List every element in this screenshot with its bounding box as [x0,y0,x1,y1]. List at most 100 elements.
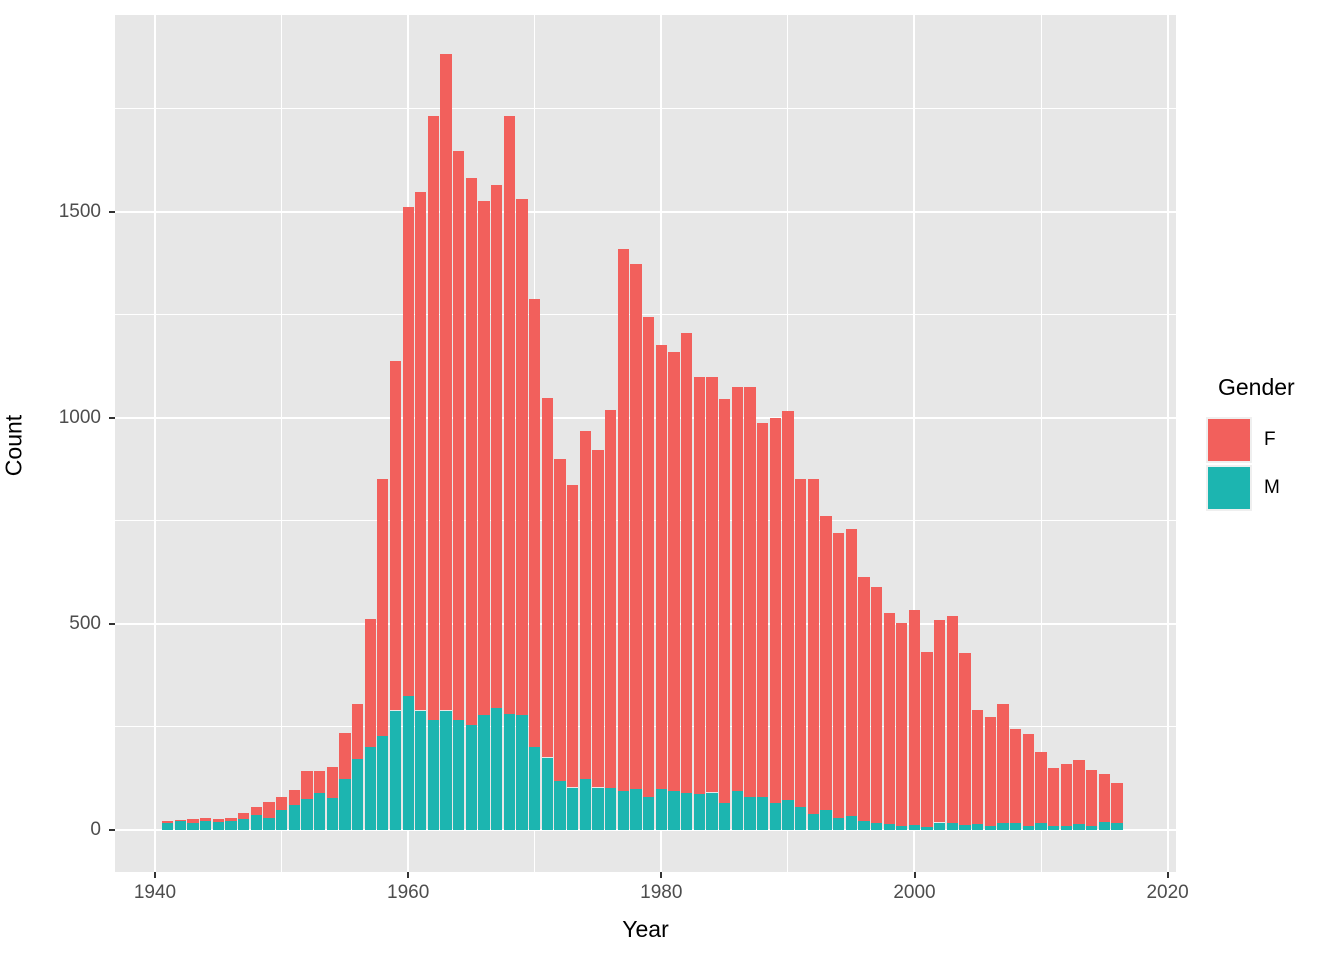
bar-1980-F [655,345,667,790]
bar-1991-M [794,807,807,830]
bar-2006-F [984,716,997,826]
bar-1969-F [516,198,528,716]
bar-1958-F [377,478,389,736]
bar-1952-M [301,799,313,830]
bar-1988-F [756,422,769,798]
bar-1944-F [199,817,212,821]
bar-2002-F [934,619,946,823]
bar-1980-M [655,789,667,830]
bar-2006-M [984,825,997,830]
legend-label-F: F [1264,429,1276,450]
bar-1970-F [529,298,541,747]
bar-1946-M [225,820,237,830]
bar-1973-M [567,787,579,830]
bar-1972-M [554,780,566,830]
bar-2016-M [1111,823,1123,830]
bar-1951-M [288,804,300,830]
bar-1995-F [845,529,857,816]
bar-1965-M [465,724,478,830]
bar-2013-M [1073,823,1085,830]
bar-1944-M [199,820,212,830]
legend-swatch-F [1208,419,1250,461]
bar-1950-F [275,797,288,811]
bar-2007-M [997,823,1009,830]
bar-1974-F [579,431,592,779]
bar-1942-F [174,820,186,821]
bar-1969-M [516,715,528,830]
bar-1989-M [769,802,781,830]
bar-1974-M [579,778,592,830]
gridline-major-x-2000 [913,15,916,872]
bar-1996-F [858,577,870,821]
bar-2004-M [959,825,971,830]
x-tick-label-1960: 1960 [387,882,430,903]
bar-1973-F [567,485,579,788]
bar-1942-M [174,820,186,830]
bar-2003-M [946,823,959,830]
bar-1968-F [503,115,516,714]
x-tick-label-2020: 2020 [1146,882,1189,903]
bar-1979-M [643,796,655,830]
bar-1952-F [301,771,313,800]
bar-1975-F [592,450,604,788]
bar-1998-M [883,824,895,830]
bar-2001-M [921,826,933,830]
x-axis-title: Year [622,916,669,942]
bar-1957-M [364,747,376,830]
x-tick-label-1940: 1940 [133,882,177,903]
bar-1966-M [478,714,490,830]
gridline-minor-y-1250 [115,314,1176,316]
bar-1972-F [554,459,566,781]
bar-1997-M [870,822,883,830]
bar-1949-F [263,801,275,818]
legend-entry-M: M [1206,465,1336,511]
y-tick-1000 [109,417,115,419]
y-tick-label-0: 0 [90,819,101,840]
x-tick-1980 [660,872,663,878]
bar-2001-F [921,652,933,827]
bar-1999-F [896,622,908,826]
legend-title: Gender [1218,374,1295,400]
bar-1981-M [668,790,680,830]
gridline-minor-x-2010 [1040,15,1042,872]
legend-key-F [1206,417,1252,463]
bar-1945-F [212,818,224,823]
bar-1993-M [820,809,832,830]
bar-1977-F [617,249,629,791]
bar-1955-F [339,732,351,780]
bar-1966-F [478,200,490,715]
bar-1964-F [453,151,465,720]
plot-panel [115,15,1176,872]
x-tick-1940 [154,872,156,878]
bar-1999-M [896,825,908,830]
bar-1992-F [807,478,819,814]
bar-1986-F [731,387,743,791]
bar-1982-F [680,333,693,794]
legend-label-M: M [1264,477,1280,498]
bar-1968-M [503,713,516,830]
bar-1941-F [162,820,174,823]
bar-2005-M [972,823,984,830]
bar-1995-M [845,816,857,830]
bar-1971-F [541,398,554,758]
bar-1955-M [339,779,351,830]
bar-1964-M [453,720,465,830]
gridline-major-x-1940 [153,15,156,872]
bar-1947-F [237,812,250,819]
bar-1976-M [605,788,617,830]
bar-1988-M [756,797,769,830]
legend-key-M [1206,465,1252,511]
bar-1982-M [680,793,693,830]
bar-1946-F [225,817,237,821]
bar-1983-M [693,794,705,830]
bar-2011-F [1048,768,1060,827]
legend: Gender F M [1206,374,1336,513]
bar-1949-M [263,817,275,830]
bar-1957-F [364,619,376,748]
bar-2008-F [1010,729,1022,823]
bar-1997-F [870,586,883,823]
bar-2003-F [946,616,959,824]
bar-1953-M [313,793,326,830]
legend-swatch-M [1208,467,1250,509]
bar-2000-M [908,825,921,830]
